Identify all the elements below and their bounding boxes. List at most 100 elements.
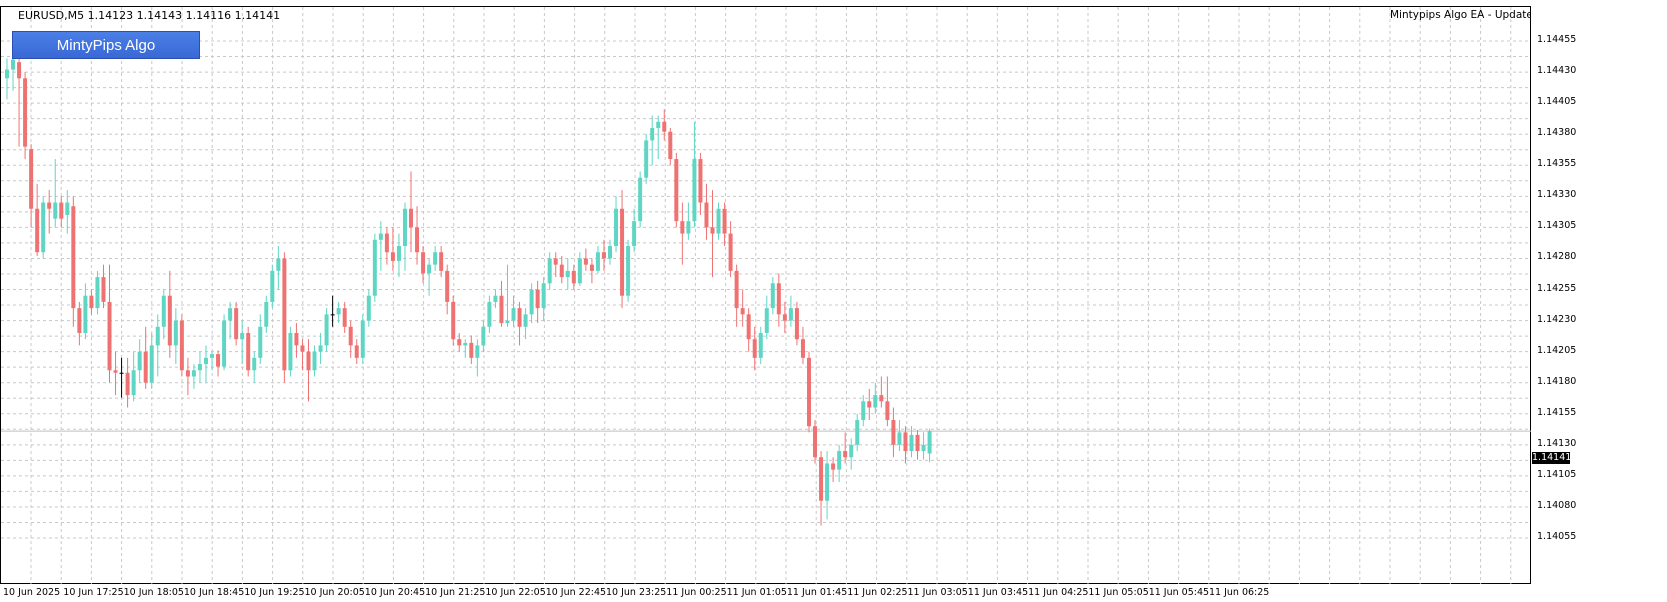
candle [312, 345, 317, 377]
candle-body [746, 314, 751, 340]
candle-body [252, 357, 257, 371]
candle-body [595, 252, 600, 271]
candle-body [222, 320, 227, 367]
candle [167, 270, 172, 358]
candle-body [264, 301, 269, 327]
candle [53, 159, 58, 228]
candle [65, 190, 70, 234]
candle [71, 196, 76, 327]
candle-body [541, 283, 546, 309]
price-axis[interactable] [1531, 6, 1667, 584]
time-label: 10 Jun 17:25 [63, 587, 124, 598]
candle [909, 426, 914, 458]
candle [342, 301, 347, 333]
candle-body [469, 342, 474, 358]
candle [819, 451, 824, 526]
time-label: 10 Jun 2025 [3, 587, 61, 598]
candle [927, 428, 932, 463]
candle-body [849, 444, 854, 458]
candle-body [415, 227, 420, 253]
candle [222, 314, 227, 371]
candle [119, 357, 124, 398]
candle-body [601, 252, 606, 259]
ea-name: Mintypips Algo EA - Update_fix [1390, 9, 1551, 21]
price-label: 1.14130 [1537, 437, 1577, 449]
candle-body [258, 326, 263, 358]
candle [921, 432, 926, 460]
candle [41, 196, 46, 259]
candle [23, 72, 28, 160]
candle [535, 280, 540, 324]
candle [541, 277, 546, 321]
candle [716, 202, 721, 240]
candle [915, 429, 920, 460]
time-label: 10 Jun 23:25 [606, 587, 667, 598]
candle-body [577, 258, 582, 284]
candle [843, 432, 848, 464]
candle-body [342, 308, 347, 327]
candle-body [35, 208, 40, 253]
candle [228, 301, 233, 340]
candle [216, 350, 221, 377]
candle [481, 320, 486, 352]
candle [270, 264, 275, 309]
candle [17, 53, 22, 147]
candle-body [517, 308, 522, 327]
time-label: 10 Jun 19:25 [244, 587, 305, 598]
candle [776, 273, 781, 327]
candle-body [638, 177, 643, 222]
symbol-info: EURUSD,M5 1.14123 1.14143 1.14116 1.1414… [18, 9, 281, 22]
price-label: 1.14455 [1537, 34, 1577, 45]
time-axis[interactable] [0, 584, 1531, 602]
candle-body [173, 320, 178, 346]
candle-body [680, 221, 685, 234]
candle [390, 227, 395, 271]
candle-body [704, 202, 709, 228]
candle [595, 246, 600, 274]
candle [614, 196, 619, 253]
candle-body [318, 345, 323, 352]
chart-plot-area[interactable] [0, 6, 1532, 585]
candle [668, 127, 673, 166]
candle [867, 388, 872, 420]
candle [499, 280, 504, 327]
candle [752, 326, 757, 371]
candle-body [794, 308, 799, 340]
candle [710, 190, 715, 278]
candle-body [191, 370, 196, 377]
candle-body [203, 357, 208, 365]
price-label: 1.14355 [1537, 158, 1577, 170]
price-label: 1.14080 [1537, 499, 1577, 511]
candle-body [348, 326, 353, 346]
candle [626, 239, 631, 302]
candle [529, 283, 534, 324]
candle [294, 323, 299, 358]
price-label: 1.14280 [1537, 251, 1577, 263]
candle [891, 407, 896, 458]
candle-body [589, 264, 594, 271]
candle-body [837, 451, 842, 470]
candle [234, 301, 239, 346]
candle-body [463, 342, 468, 346]
candle [632, 208, 637, 253]
candle-body [819, 457, 824, 501]
candle-body [475, 345, 480, 358]
candle [794, 301, 799, 346]
candle-body [764, 308, 769, 333]
candle-body [378, 233, 383, 240]
candle [813, 419, 818, 464]
candle [59, 196, 64, 228]
candle [137, 339, 142, 383]
mintypips-algo-button[interactable]: MintyPips Algo [12, 31, 200, 59]
candle [197, 351, 202, 383]
candle-body [553, 258, 558, 265]
candle [831, 457, 836, 483]
time-label: 10 Jun 20:45 [364, 587, 426, 598]
candle-body [41, 202, 46, 253]
candle [885, 376, 890, 427]
candle [897, 419, 902, 452]
candle-body [752, 339, 757, 358]
candle [565, 258, 570, 290]
candle-body [668, 131, 673, 160]
